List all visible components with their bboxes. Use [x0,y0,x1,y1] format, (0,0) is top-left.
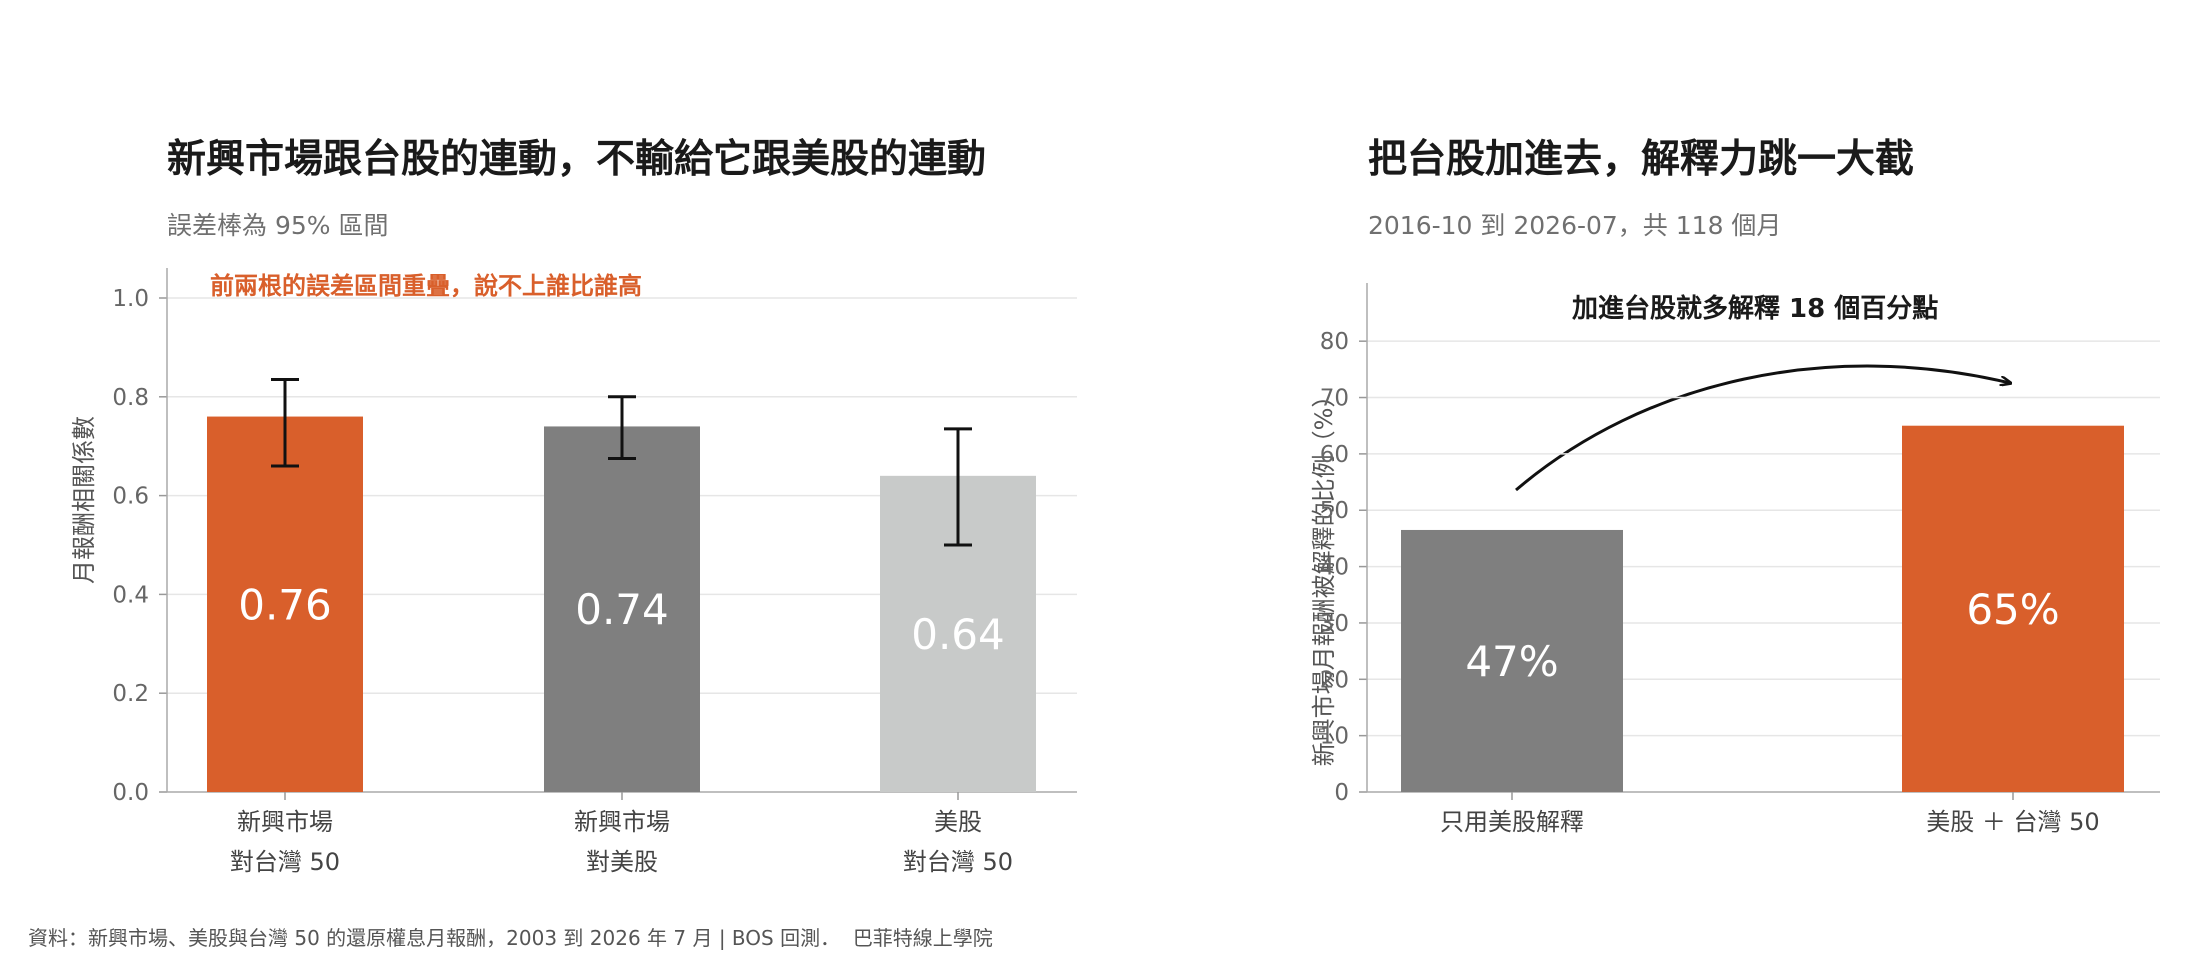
right-chart-y-axis-label: 新興市場月報酬被解釋的比例（%） [1310,384,1338,767]
left-chart-annotation: 前兩根的誤差區間重疊，說不上誰比誰高 [210,272,642,300]
left-chart-y-tick-label: 0.6 [112,484,149,510]
left-chart-x-tick-label: 對台灣 50 [903,848,1013,876]
left-chart-bar-value-label: 0.64 [911,610,1005,659]
left-chart-x-tick-label: 對美股 [586,848,658,876]
right-chart-bar [1902,425,2124,792]
right-chart-bar [1401,529,1623,792]
right-chart-y-tick-label: 40 [1320,555,1349,581]
right-chart: 新興市場月報酬被解釋的比例（%） 0 10 20 30 40 50 60 70 80 47% 只用美… [1310,283,2160,836]
right-chart-y-tick-label: 80 [1320,329,1349,355]
right-chart-x-tick-label: 美股 ＋ 台灣 50 [1926,808,2099,836]
left-chart-x-tick-label: 美股 [934,808,982,836]
left-chart-subtitle: 誤差棒為 95% 區間 [167,211,389,240]
left-chart-bar-value-label: 0.76 [238,580,332,629]
brand-text: 巴菲特線上學院 [852,926,993,950]
right-chart-y-tick-label: 60 [1320,442,1349,468]
right-chart-bar-value-label: 65% [1966,585,2059,634]
right-chart-annotation: 加進台股就多解釋 18 個百分點 [1572,294,1939,324]
right-chart-y-tick-label: 70 [1320,386,1349,412]
left-chart-y-tick-label: 1.0 [112,286,149,312]
right-chart-y-tick-label: 20 [1320,667,1349,693]
left-chart-y-tick-label: 0.0 [112,780,149,806]
increase-arrow [1515,364,2010,492]
left-chart-x-tick-label: 新興市場 [574,808,670,836]
source-text: 資料：新興市場、美股與台灣 50 的還原權息月報酬，2003 到 2026 年 … [28,926,841,950]
left-chart-y-tick-label: 0.2 [112,681,149,707]
right-chart-title: 把台股加進去，解釋力跳一大截 [1368,137,1915,182]
right-chart-y-tick-label: 0 [1334,780,1349,806]
left-chart-y-tick-label: 0.4 [112,582,149,608]
right-chart-y-tick-label: 30 [1320,611,1349,637]
left-chart-y-axis-label: 月報酬相關係數 [70,416,98,584]
right-chart-x-tick-label: 只用美股解釋 [1440,808,1584,836]
source-footer: 資料：新興市場、美股與台灣 50 的還原權息月報酬，2003 到 2026 年 … [28,922,993,951]
left-chart-bar [207,416,363,792]
left-chart-y-tick-label: 0.8 [112,385,149,411]
right-chart-bar-value-label: 47% [1465,637,1558,686]
left-chart-x-tick-label: 新興市場 [237,808,333,836]
left-chart-x-tick-label: 對台灣 50 [230,848,340,876]
right-chart-y-tick-label: 10 [1320,724,1349,750]
left-chart-bar-value-label: 0.74 [575,585,669,634]
right-chart-subtitle: 2016-10 到 2026-07，共 118 個月 [1368,211,1782,240]
left-chart-title: 新興市場跟台股的連動，不輸給它跟美股的連動 [167,137,987,182]
left-chart-bar [544,426,700,792]
right-chart-y-tick-label: 50 [1320,498,1349,524]
